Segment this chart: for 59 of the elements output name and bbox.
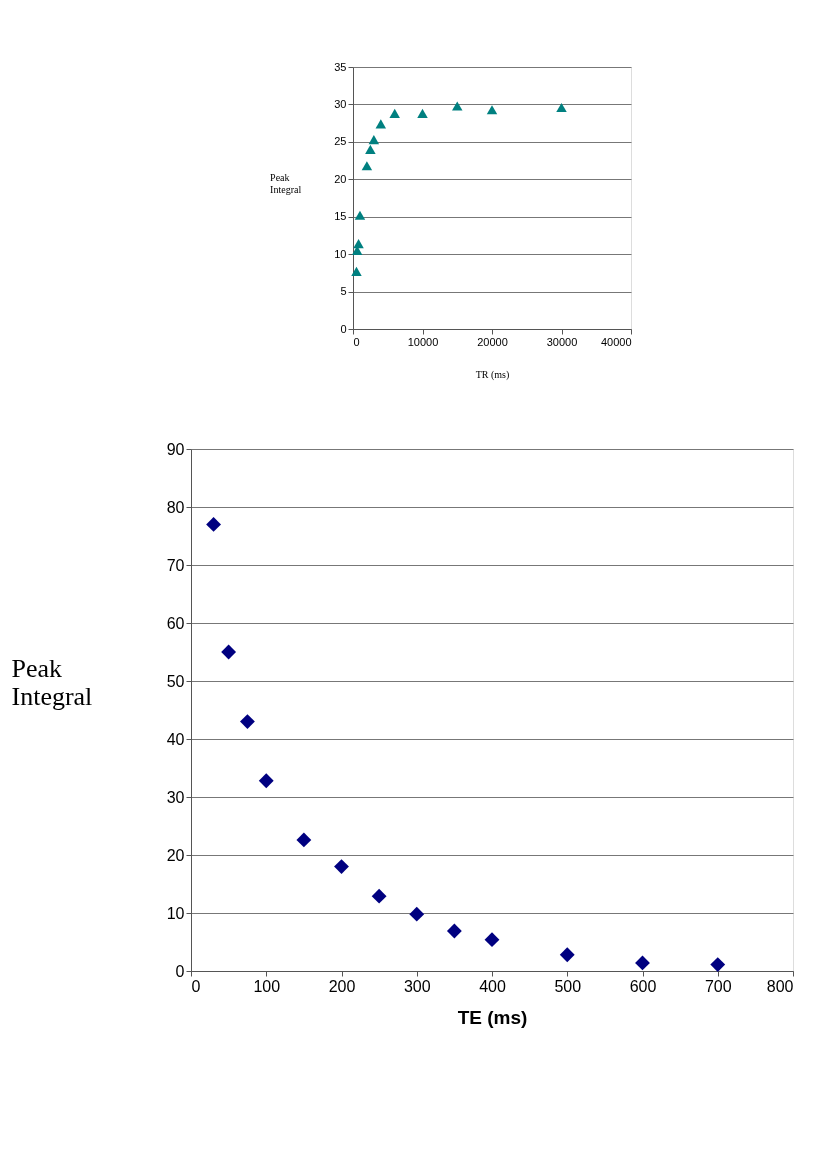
y-tick-label: 80 xyxy=(166,498,185,516)
y-tick-label: 25 xyxy=(334,135,347,148)
y-tick-label: 20 xyxy=(166,846,185,864)
y-tick-label: 10 xyxy=(166,904,185,922)
point xyxy=(206,516,221,532)
y-tick-label: 20 xyxy=(334,172,347,185)
y-tick-label: 10 xyxy=(334,247,347,260)
point xyxy=(365,144,376,154)
x-tick-label: 10000 xyxy=(407,335,439,348)
y-tick-label: 0 xyxy=(340,322,347,335)
point xyxy=(556,102,567,112)
x-tick-label: 0 xyxy=(191,977,201,995)
point xyxy=(635,955,650,971)
y-tick-label: 70 xyxy=(166,556,185,574)
point xyxy=(334,859,349,875)
y-tick-label: 40 xyxy=(166,730,185,748)
y-tick-label: 90 xyxy=(166,440,185,458)
point xyxy=(221,644,237,660)
point xyxy=(361,161,373,171)
point xyxy=(240,714,255,730)
y-tick-label: 35 xyxy=(334,60,347,73)
x-tick-label: 100 xyxy=(253,977,281,995)
point xyxy=(417,108,428,118)
point xyxy=(351,266,362,276)
x-axis-title: TR (ms) xyxy=(475,368,510,381)
point xyxy=(446,923,462,939)
x-tick-label: 500 xyxy=(554,977,582,995)
point xyxy=(353,239,364,249)
point xyxy=(484,932,500,948)
x-tick-label: 0 xyxy=(353,335,360,348)
point xyxy=(486,105,498,115)
point xyxy=(389,108,400,118)
point xyxy=(371,888,387,904)
x-axis-title: TE (ms) xyxy=(457,1006,528,1028)
point xyxy=(559,947,575,963)
point xyxy=(354,210,366,220)
y-tick-label: 50 xyxy=(166,672,185,690)
x-tick-label: 30000 xyxy=(546,335,578,348)
y-tick-label: 60 xyxy=(166,614,185,632)
x-tick-label: 400 xyxy=(479,977,506,995)
y-tick-label: 5 xyxy=(340,285,347,298)
x-tick-label: 800 xyxy=(766,977,794,995)
y-tick-label: 0 xyxy=(175,962,185,980)
point xyxy=(258,773,274,789)
point xyxy=(368,135,380,145)
x-tick-label: 200 xyxy=(328,977,356,995)
x-tick-label: 600 xyxy=(629,977,657,995)
x-tick-label: 300 xyxy=(403,977,431,995)
y-tick-label: 30 xyxy=(166,788,185,806)
y-tick-label: 15 xyxy=(334,210,347,223)
x-tick-label: 20000 xyxy=(477,335,508,348)
point xyxy=(409,906,425,922)
point xyxy=(710,957,726,973)
x-tick-label: 700 xyxy=(704,977,732,995)
y-axis-title: Peak Integral xyxy=(11,653,93,711)
point xyxy=(296,832,312,848)
x-tick-label: 40000 xyxy=(600,335,632,348)
y-tick-label: 30 xyxy=(334,97,347,110)
y-axis-title: Peak Integral xyxy=(270,171,302,195)
